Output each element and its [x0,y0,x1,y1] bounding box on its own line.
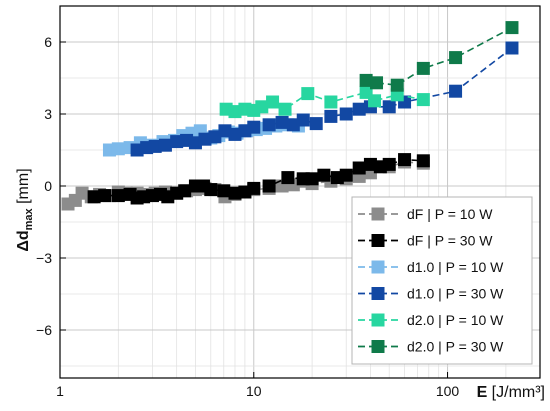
data-point [449,51,463,65]
legend-marker [371,260,385,274]
data-point [390,78,404,92]
axis-ticks: 1 10 100 6 3 0 −3 −6 [36,34,459,399]
data-point [204,183,218,197]
x-tick-label: 1 [56,383,64,399]
legend-item: dF | P = 30 W [358,233,493,249]
data-point [339,168,353,182]
legend-label: dF | P = 10 W [407,206,493,222]
data-point [262,179,276,193]
data-point [416,61,430,75]
legend-label: d2.0 | P = 30 W [407,339,504,355]
series-6 [359,21,519,92]
data-point [449,84,463,98]
plot-series [61,21,519,211]
data-point [98,189,112,203]
legend-marker [371,287,385,300]
x-tick-label: 100 [436,383,460,399]
data-point [352,102,366,116]
data-point [275,115,289,129]
y-tick-label: −3 [36,250,52,266]
data-point [178,184,192,198]
data-point [217,184,231,198]
x-axis-label: E [J/mm³] [477,384,545,401]
data-point [301,87,315,101]
series-5 [219,85,430,119]
legend-item: d1.0 | P = 10 W [358,259,504,275]
data-point [324,95,338,109]
x-tick-label: 10 [246,383,262,399]
data-point [262,118,276,132]
plot-frame [59,5,541,379]
data-point [218,124,232,138]
data-point [305,172,319,186]
y-tick-label: 0 [44,178,52,194]
data-point [228,127,242,141]
data-point [278,102,292,116]
legend-box [351,196,533,365]
y-axis-label-sub: max [23,207,35,230]
legend: dF | P = 10 W dF | P = 30 W d1.0 | P = 10 … [351,196,533,365]
legend-item: d2.0 | P = 10 W [358,312,504,328]
legend-label: d1.0 | P = 30 W [407,286,504,302]
y-tick-label: −6 [36,322,52,338]
legend-item: dF | P = 10 W [358,206,493,222]
y-axis-label: Δdmax [mm] [15,168,35,251]
data-point [198,132,212,146]
data-point [370,76,384,90]
data-point [111,189,125,203]
data-point [228,186,242,200]
data-point [363,157,377,171]
legend-marker [371,207,385,221]
y-tick-label: 3 [44,106,52,122]
legend-item: d1.0 | P = 30 W [358,286,504,302]
series-line [365,26,513,87]
data-point [398,153,412,167]
data-point [416,93,430,107]
legend-marker [371,234,385,247]
legend-marker [371,313,385,327]
data-point [228,105,242,119]
data-point [170,135,184,149]
legend-label: dF | P = 30 W [407,233,493,249]
data-point [255,100,269,114]
data-point [296,113,310,127]
legend-item: d2.0 | P = 30 W [358,339,504,355]
data-point [317,168,331,182]
data-point [281,171,295,185]
data-point [416,154,430,168]
data-point [87,190,101,204]
legend-marker [371,340,385,353]
data-point [352,161,366,175]
data-point [208,130,222,144]
series-2 [87,153,430,205]
data-point [382,157,396,171]
y-tick-label: 6 [44,34,52,50]
data-point [368,94,382,108]
data-point [158,138,172,152]
data-point [286,118,300,132]
data-point [339,107,353,121]
data-point [266,95,280,109]
y-axis-label-main: Δd [15,230,32,251]
data-point [111,142,125,156]
data-point [309,117,323,131]
x-axis-label-main: E [477,384,488,401]
data-point [382,100,396,114]
data-point [148,139,162,153]
y-axis-label-unit: [mm] [15,168,32,208]
data-point [505,41,519,55]
data-point [247,181,261,195]
data-point [324,109,338,123]
data-point [505,21,519,35]
data-point [247,120,261,134]
data-point [359,73,373,87]
legend-label: d1.0 | P = 10 W [407,259,504,275]
x-axis-label-unit: [J/mm³] [487,384,545,401]
legend-label: d2.0 | P = 10 W [407,312,504,328]
